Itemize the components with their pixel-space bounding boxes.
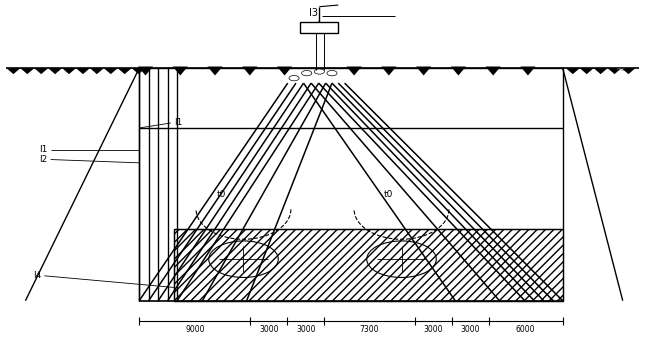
Text: I1: I1: [174, 119, 183, 127]
Text: 3000: 3000: [259, 325, 279, 335]
Text: 3000: 3000: [461, 325, 480, 335]
Text: 6000: 6000: [516, 325, 535, 335]
Bar: [139, 68, 180, 301]
Polygon shape: [48, 68, 62, 74]
Polygon shape: [593, 68, 608, 74]
Polygon shape: [173, 66, 188, 76]
Text: 3000: 3000: [423, 325, 443, 335]
Text: 9000: 9000: [185, 325, 204, 335]
Text: t0: t0: [384, 190, 393, 199]
Bar: [174, 229, 562, 301]
Text: I2: I2: [39, 155, 48, 164]
Text: rrc: rrc: [617, 67, 625, 73]
Polygon shape: [208, 66, 223, 76]
Polygon shape: [34, 68, 48, 74]
Polygon shape: [62, 68, 76, 74]
Polygon shape: [381, 66, 397, 76]
Polygon shape: [346, 66, 362, 76]
Polygon shape: [521, 66, 535, 76]
Text: I1: I1: [39, 145, 48, 154]
Text: 7300: 7300: [360, 325, 379, 335]
Polygon shape: [138, 66, 153, 76]
Polygon shape: [277, 66, 292, 76]
Polygon shape: [132, 68, 146, 74]
Text: t0: t0: [217, 190, 226, 199]
Text: 3000: 3000: [296, 325, 315, 335]
Bar: [301, 22, 338, 33]
Text: I4: I4: [33, 271, 41, 280]
Text: I3: I3: [308, 8, 317, 18]
Polygon shape: [76, 68, 90, 74]
Polygon shape: [486, 66, 501, 76]
Polygon shape: [622, 68, 635, 74]
Polygon shape: [451, 66, 466, 76]
Polygon shape: [416, 66, 432, 76]
Polygon shape: [6, 68, 21, 74]
Polygon shape: [90, 68, 104, 74]
Polygon shape: [21, 68, 34, 74]
Polygon shape: [117, 68, 132, 74]
Polygon shape: [608, 68, 622, 74]
Polygon shape: [566, 68, 580, 74]
Polygon shape: [104, 68, 117, 74]
Polygon shape: [243, 66, 257, 76]
Polygon shape: [580, 68, 593, 74]
